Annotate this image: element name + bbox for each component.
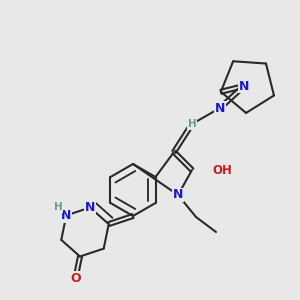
Text: H: H xyxy=(188,119,196,129)
Text: O: O xyxy=(70,272,81,284)
Text: OH: OH xyxy=(212,164,232,176)
Text: N: N xyxy=(215,101,225,115)
Text: N: N xyxy=(239,80,249,92)
Text: H: H xyxy=(54,202,63,212)
Text: N: N xyxy=(61,209,71,222)
Text: N: N xyxy=(173,188,183,202)
Text: N: N xyxy=(85,201,95,214)
